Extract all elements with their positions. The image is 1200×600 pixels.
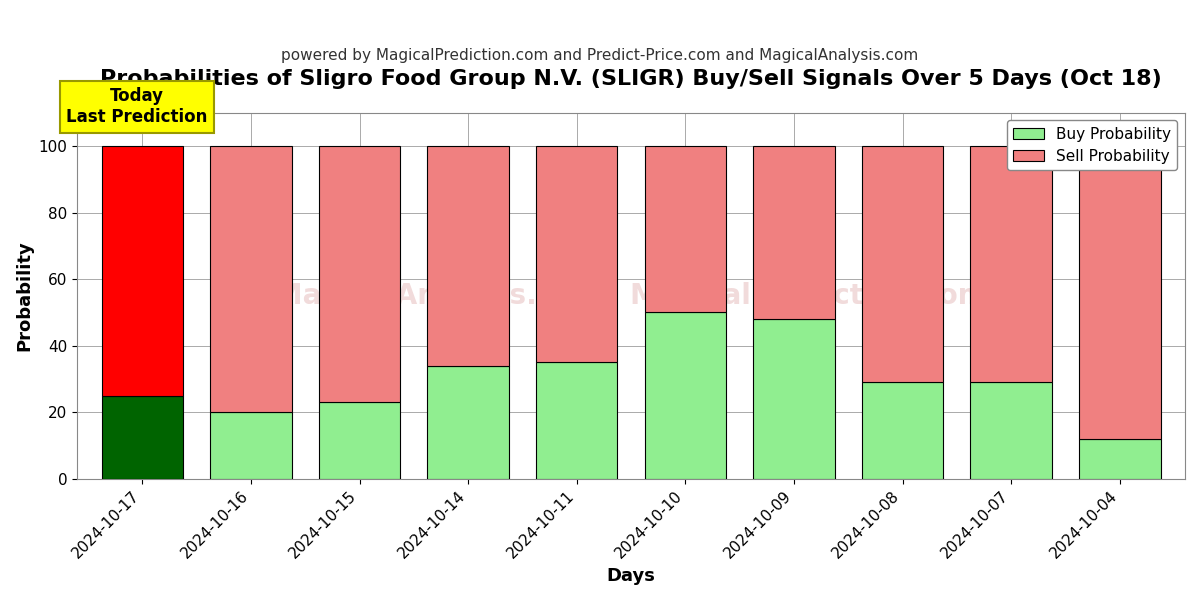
Y-axis label: Probability: Probability [14,241,32,351]
Bar [1079,146,1160,439]
Bar [644,146,726,313]
Bar [427,146,509,365]
Title: Probabilities of Sligro Food Group N.V. (SLIGR) Buy/Sell Signals Over 5 Days (Oc: Probabilities of Sligro Food Group N.V. … [101,69,1162,89]
Bar [536,362,618,479]
Bar [536,146,618,362]
Bar [971,146,1052,382]
Bar [862,146,943,382]
Text: MagicalAnalysis.com   MagicalPrediction.com: MagicalAnalysis.com MagicalPrediction.co… [275,282,986,310]
Bar [862,382,943,479]
Bar [319,402,401,479]
Bar [210,146,292,412]
Bar [644,313,726,479]
Bar [754,146,835,319]
Bar [102,395,184,479]
Bar [210,412,292,479]
Text: Today
Last Prediction: Today Last Prediction [66,87,208,126]
Bar [971,382,1052,479]
Bar [1079,439,1160,479]
Text: powered by MagicalPrediction.com and Predict-Price.com and MagicalAnalysis.com: powered by MagicalPrediction.com and Pre… [281,48,919,63]
Bar [319,146,401,402]
Legend: Buy Probability, Sell Probability: Buy Probability, Sell Probability [1007,121,1177,170]
X-axis label: Days: Days [607,567,655,585]
Bar [754,319,835,479]
Bar [102,146,184,395]
Bar [427,365,509,479]
